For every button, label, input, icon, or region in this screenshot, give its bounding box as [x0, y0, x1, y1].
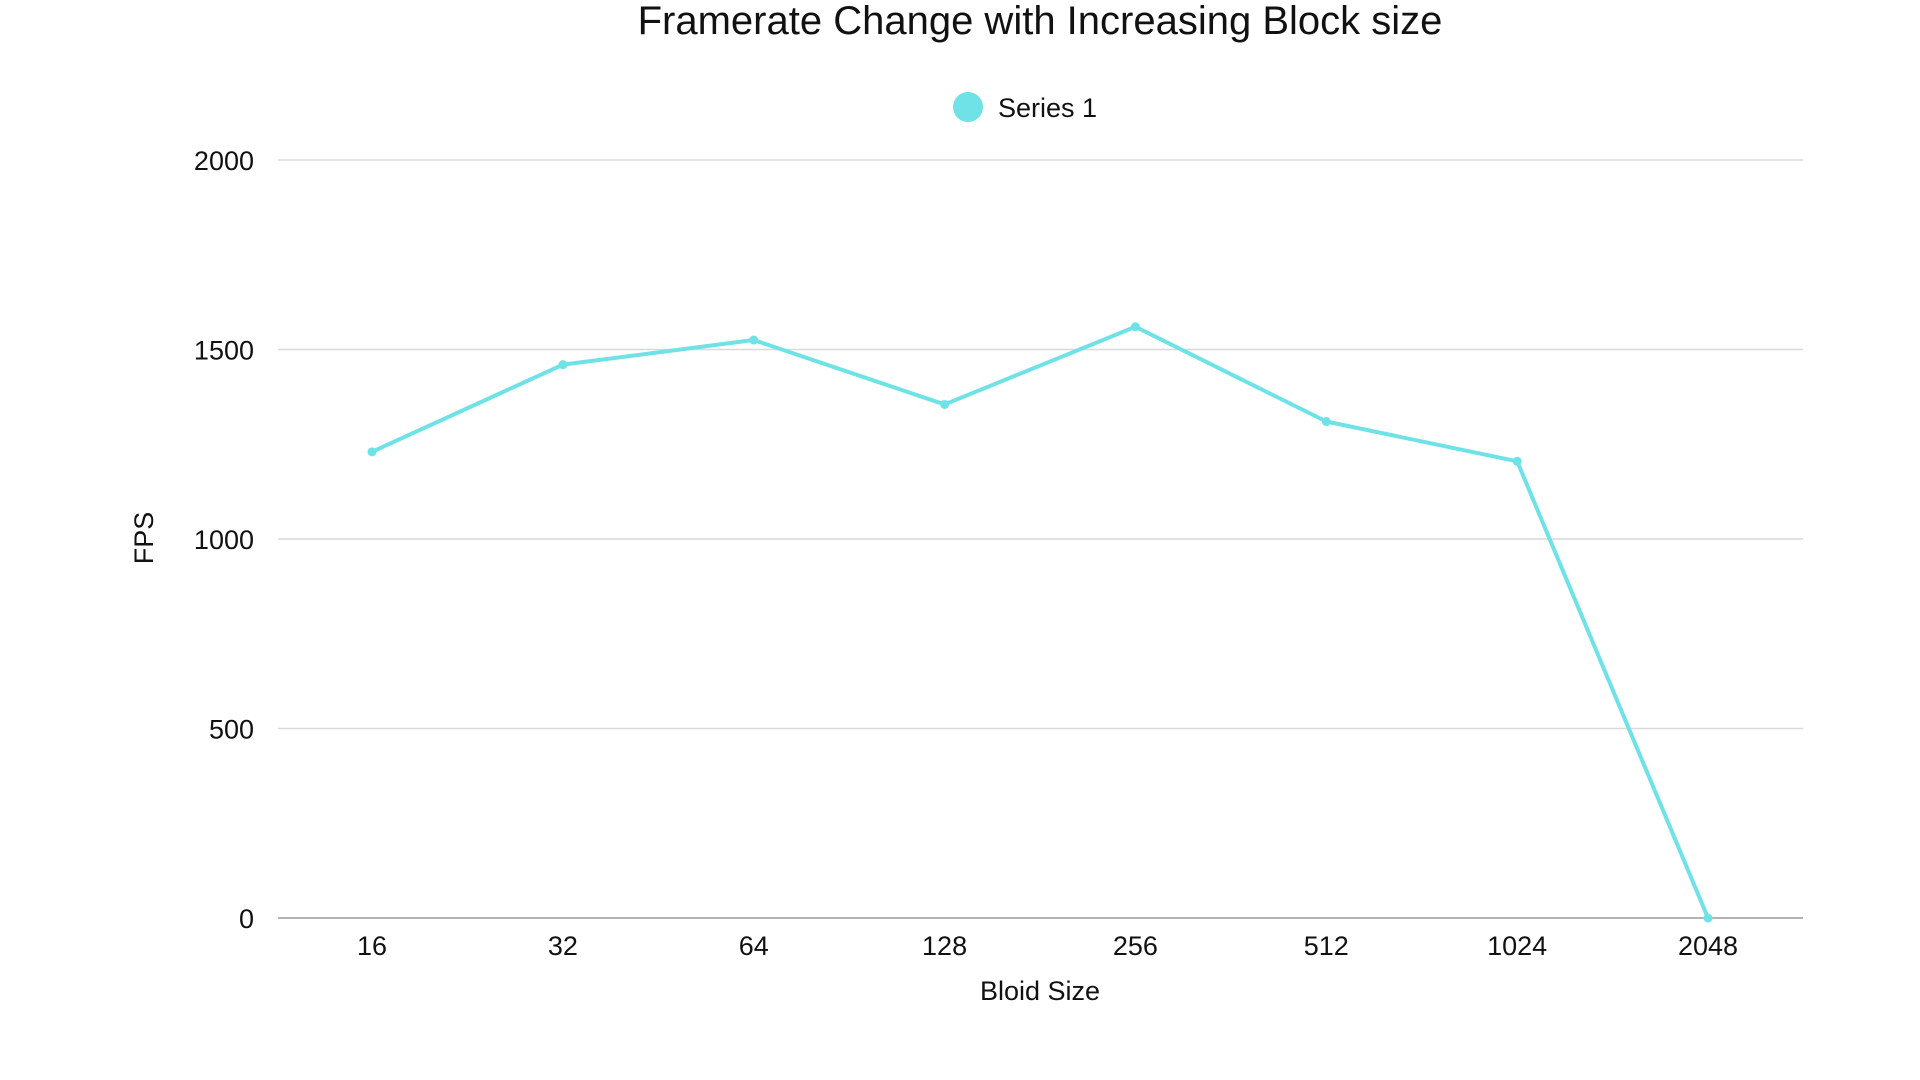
x-axis-ticks: 16 32 64 128 256 512 1024 2048	[357, 931, 1738, 961]
data-point	[558, 360, 568, 370]
x-tick-label: 512	[1304, 931, 1349, 961]
data-point	[749, 335, 759, 345]
x-tick-label: 256	[1113, 931, 1158, 961]
y-tick-label: 500	[209, 715, 254, 745]
data-point	[940, 399, 950, 409]
x-tick-label: 128	[922, 931, 967, 961]
legend-label-series-1: Series 1	[998, 93, 1097, 123]
legend: Series 1	[953, 92, 1097, 123]
x-tick-label: 64	[739, 931, 769, 961]
y-tick-label: 1000	[194, 525, 254, 555]
legend-marker-series-1	[953, 92, 983, 122]
data-point	[1512, 456, 1522, 466]
data-point	[1703, 913, 1713, 923]
data-point	[1321, 417, 1331, 427]
x-tick-label: 16	[357, 931, 387, 961]
y-tick-label: 1500	[194, 336, 254, 366]
y-axis-ticks: 0 500 1000 1500 2000	[194, 146, 254, 934]
series-1-points	[367, 322, 1713, 923]
y-tick-label: 2000	[194, 146, 254, 176]
x-axis-label: Bloid Size	[980, 976, 1100, 1006]
x-tick-label: 32	[548, 931, 578, 961]
y-axis-label: FPS	[129, 512, 159, 565]
grid-layer	[278, 159, 1803, 919]
series-1-line	[370, 324, 1710, 920]
chart-title: Framerate Change with Increasing Block s…	[638, 0, 1443, 43]
x-tick-label: 1024	[1487, 931, 1547, 961]
data-point	[1130, 322, 1140, 332]
data-point	[367, 447, 377, 457]
x-tick-label: 2048	[1678, 931, 1738, 961]
y-tick-label: 0	[239, 904, 254, 934]
